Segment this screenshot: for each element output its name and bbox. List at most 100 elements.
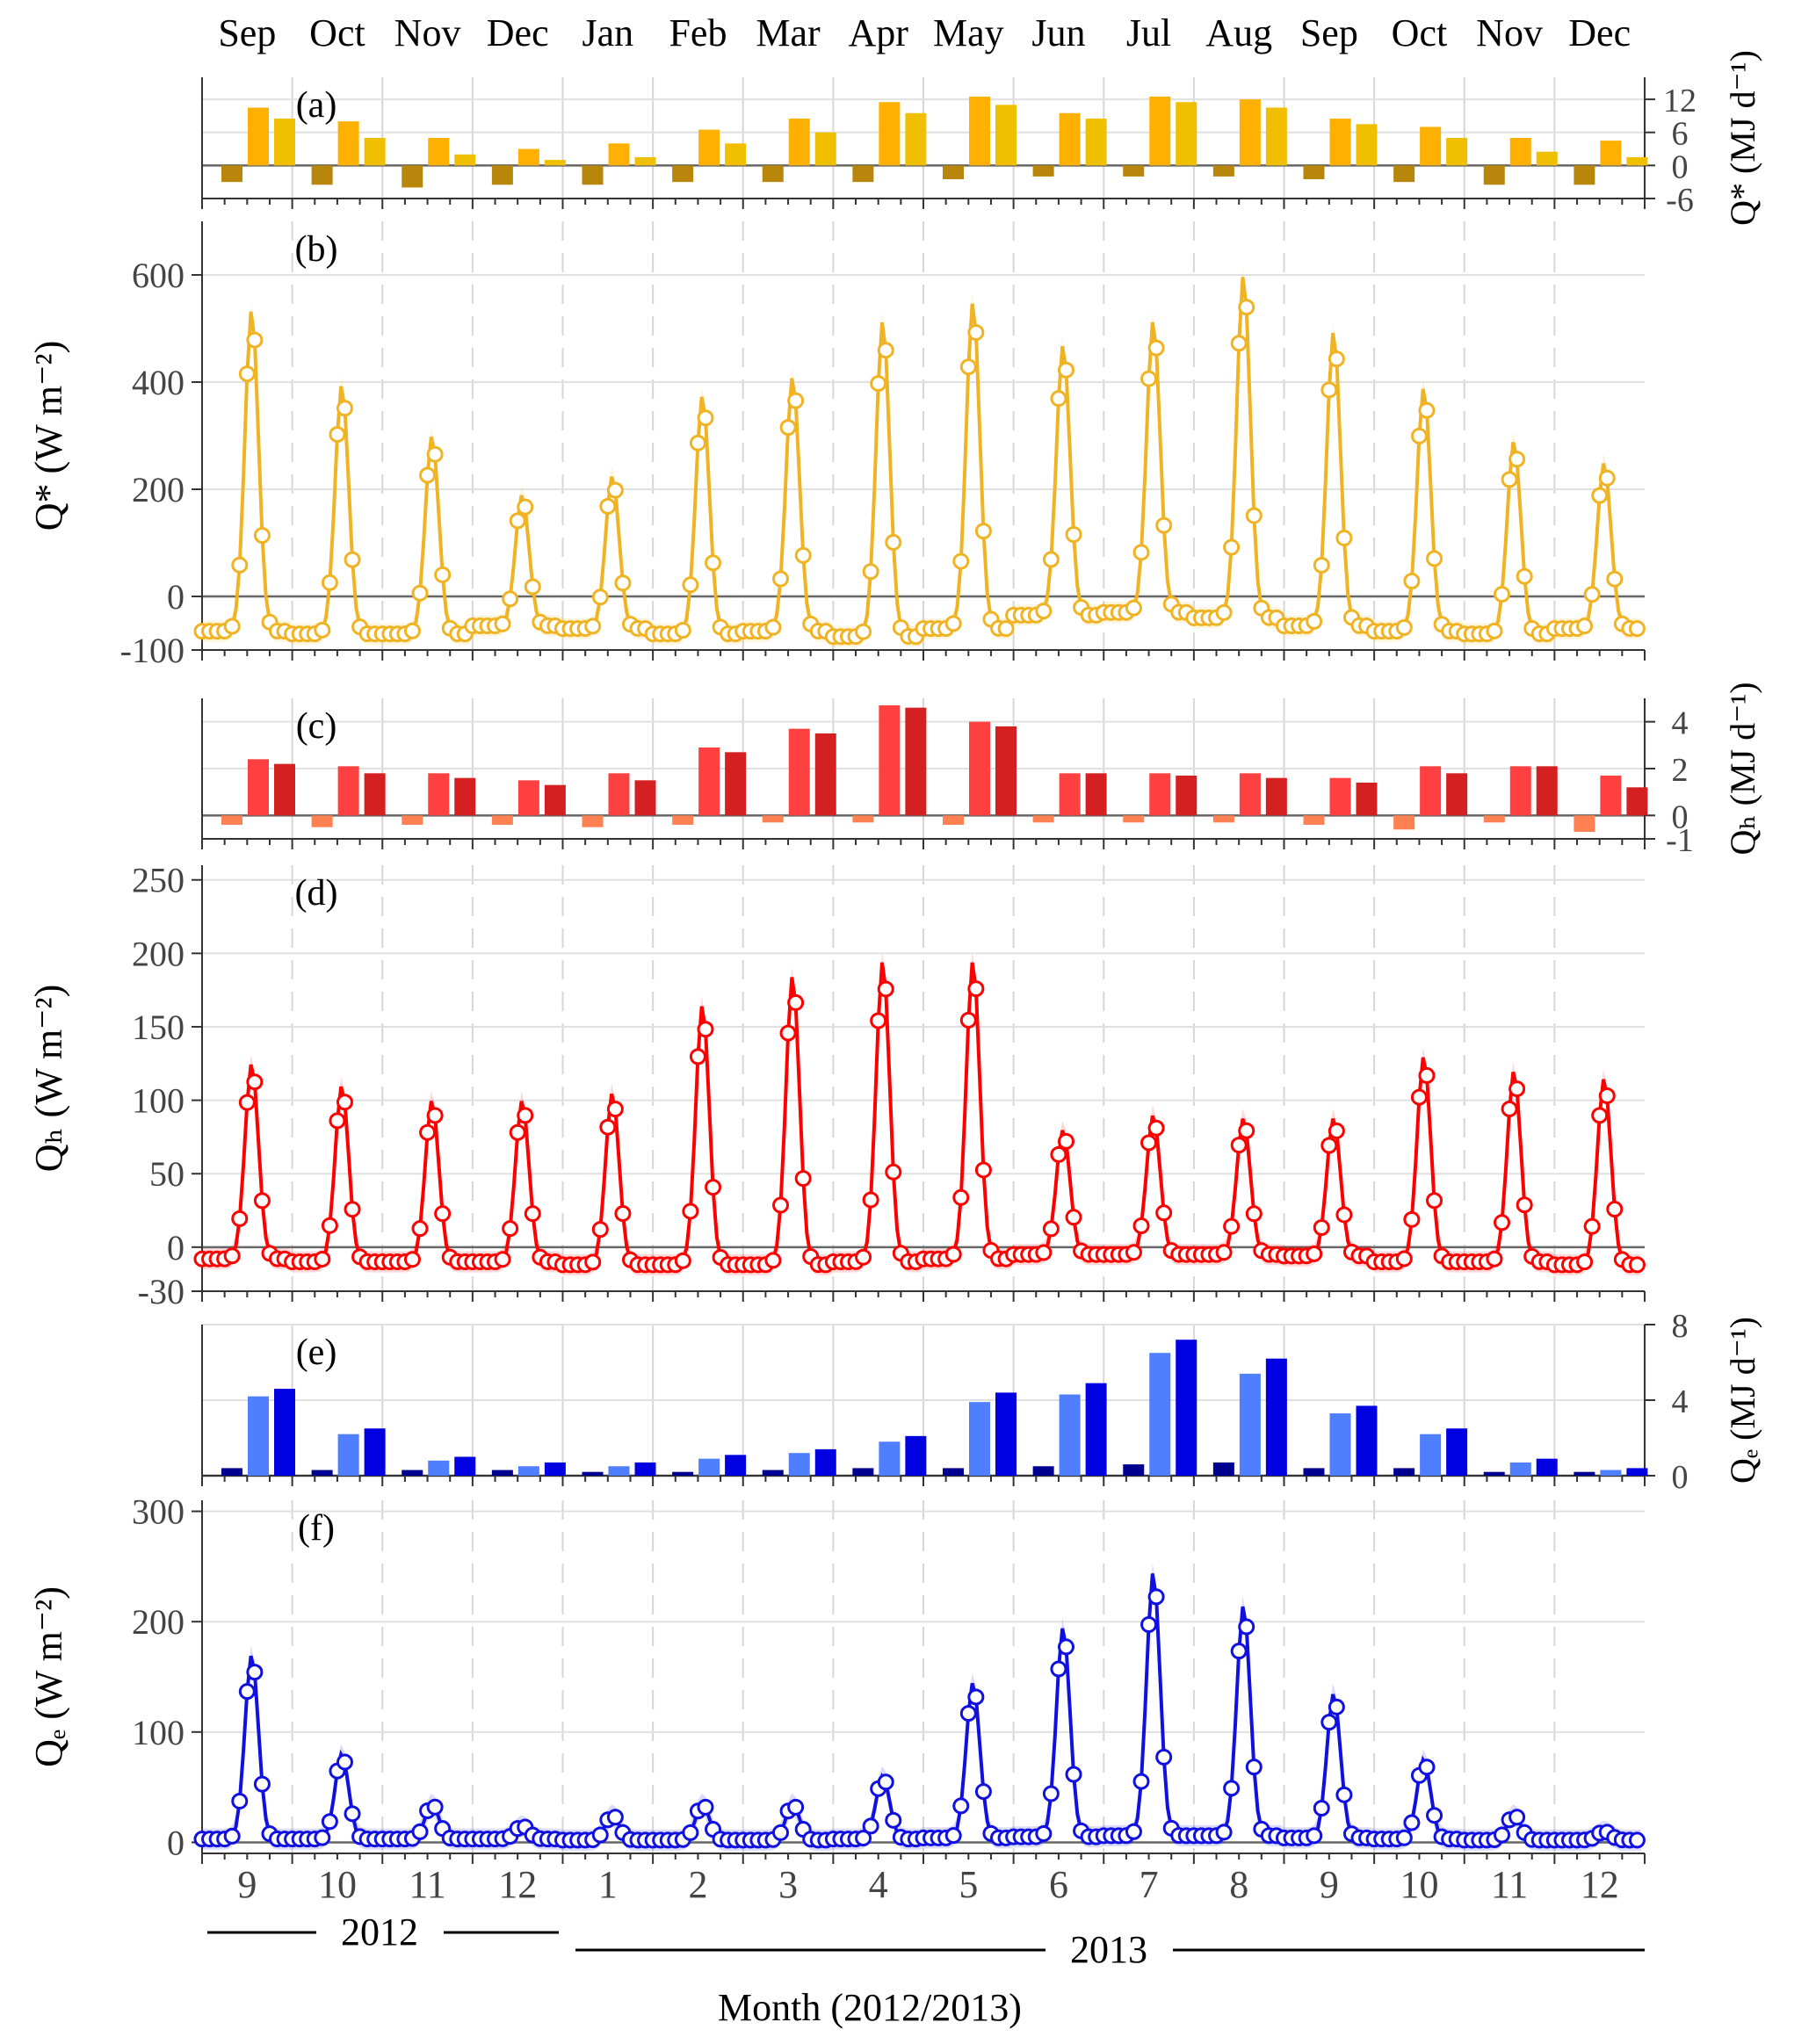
bar-a bbox=[1329, 119, 1351, 166]
y-tick-label: 6 bbox=[1672, 116, 1689, 153]
bar-a bbox=[582, 165, 604, 185]
x-axis-title: Month (2012/2013) bbox=[718, 1986, 1022, 2029]
bar-a bbox=[454, 154, 476, 166]
bar-c bbox=[1149, 773, 1171, 816]
data-point-b bbox=[1147, 339, 1165, 357]
month-label-bottom: 10 bbox=[318, 1863, 357, 1906]
data-point-f bbox=[855, 1830, 872, 1847]
data-point-f bbox=[967, 1688, 985, 1706]
data-point-f bbox=[787, 1798, 805, 1816]
data-point-d bbox=[1223, 1217, 1241, 1235]
data-point-d bbox=[1516, 1196, 1533, 1214]
bar-a bbox=[428, 138, 450, 166]
bar-a bbox=[1212, 165, 1234, 177]
bar-a bbox=[248, 107, 269, 166]
y-tick-label: 300 bbox=[132, 1492, 184, 1532]
data-point-b bbox=[1215, 603, 1233, 621]
bar-c bbox=[672, 815, 694, 825]
data-point-b bbox=[434, 566, 452, 583]
panel-label: (a) bbox=[296, 85, 337, 126]
data-point-f bbox=[344, 1805, 361, 1823]
data-point-b bbox=[974, 523, 992, 540]
y-tick-label: 0 bbox=[1672, 148, 1689, 185]
data-point-f bbox=[1245, 1759, 1263, 1776]
data-point-b bbox=[509, 512, 526, 530]
data-point-f bbox=[1050, 1660, 1067, 1678]
data-point-d bbox=[314, 1250, 331, 1268]
bar-a bbox=[672, 165, 694, 183]
bar-e bbox=[1059, 1394, 1081, 1476]
bar-c bbox=[1239, 773, 1261, 816]
data-point-d bbox=[862, 1191, 879, 1209]
bar-c bbox=[1059, 773, 1081, 816]
data-point-f bbox=[1418, 1759, 1436, 1776]
data-point-f bbox=[1306, 1827, 1323, 1845]
data-point-b bbox=[223, 618, 241, 635]
bar-e bbox=[1509, 1462, 1531, 1476]
bar-e bbox=[428, 1460, 450, 1476]
bar-a bbox=[698, 129, 720, 166]
data-point-b bbox=[1125, 599, 1142, 617]
bar-e bbox=[852, 1468, 874, 1476]
data-point-f bbox=[336, 1753, 353, 1771]
bar-e bbox=[995, 1392, 1017, 1476]
y-tick-label: 250 bbox=[132, 861, 184, 900]
data-point-d bbox=[1501, 1100, 1518, 1117]
bar-c bbox=[221, 815, 242, 825]
bar-a bbox=[1085, 119, 1107, 166]
month-label-top: Jun bbox=[1031, 11, 1085, 54]
data-point-f bbox=[974, 1783, 992, 1801]
data-point-b bbox=[1230, 335, 1248, 352]
data-point-f bbox=[591, 1826, 609, 1844]
bar-a bbox=[1600, 141, 1622, 166]
bar-a bbox=[311, 165, 333, 185]
month-label-bottom: 1 bbox=[598, 1863, 618, 1906]
bar-c bbox=[1123, 815, 1145, 823]
data-point-b bbox=[877, 342, 894, 359]
data-point-f bbox=[238, 1683, 256, 1701]
month-label-top: Oct bbox=[309, 11, 365, 54]
y-axis-title: Qₕ (W m⁻²) bbox=[27, 985, 70, 1173]
month-label-bottom: 9 bbox=[1320, 1863, 1339, 1906]
bar-a bbox=[1239, 99, 1261, 166]
bar-c bbox=[1085, 773, 1107, 816]
bar-e bbox=[1265, 1358, 1287, 1476]
bar-e bbox=[1085, 1383, 1107, 1476]
y-tick-label: 200 bbox=[132, 470, 184, 509]
data-point-d bbox=[764, 1252, 782, 1269]
bar-e bbox=[1329, 1413, 1351, 1476]
data-point-d bbox=[885, 1163, 902, 1181]
bar-e bbox=[634, 1462, 656, 1476]
data-point-b bbox=[682, 576, 699, 594]
bar-c bbox=[517, 780, 539, 816]
data-point-d bbox=[591, 1221, 609, 1239]
bar-a bbox=[544, 160, 566, 166]
data-point-b bbox=[870, 375, 887, 393]
bar-e bbox=[1536, 1458, 1558, 1476]
bar-a bbox=[1176, 102, 1197, 166]
bar-c bbox=[428, 773, 450, 816]
bar-a bbox=[1626, 156, 1648, 166]
bar-a bbox=[1032, 165, 1054, 177]
bar-a bbox=[1420, 126, 1442, 166]
bar-c bbox=[1420, 766, 1442, 816]
bar-c bbox=[1032, 815, 1054, 823]
bar-e bbox=[1303, 1468, 1325, 1476]
data-point-d bbox=[682, 1203, 699, 1220]
bar-c bbox=[1329, 777, 1351, 816]
data-point-b bbox=[253, 526, 271, 544]
bar-a bbox=[814, 132, 836, 166]
data-point-f bbox=[1395, 1829, 1413, 1846]
data-point-f bbox=[1035, 1824, 1053, 1842]
data-point-f bbox=[1320, 1714, 1338, 1731]
month-label-top: Sep bbox=[218, 11, 276, 54]
data-point-b bbox=[419, 466, 437, 484]
bar-e bbox=[969, 1402, 990, 1476]
bar-a bbox=[1574, 165, 1595, 185]
bar-e bbox=[762, 1470, 784, 1476]
data-point-d bbox=[1313, 1218, 1330, 1236]
data-point-d bbox=[772, 1196, 790, 1214]
data-point-b bbox=[1140, 370, 1158, 387]
data-point-f bbox=[1057, 1638, 1074, 1656]
data-point-f bbox=[314, 1829, 331, 1846]
